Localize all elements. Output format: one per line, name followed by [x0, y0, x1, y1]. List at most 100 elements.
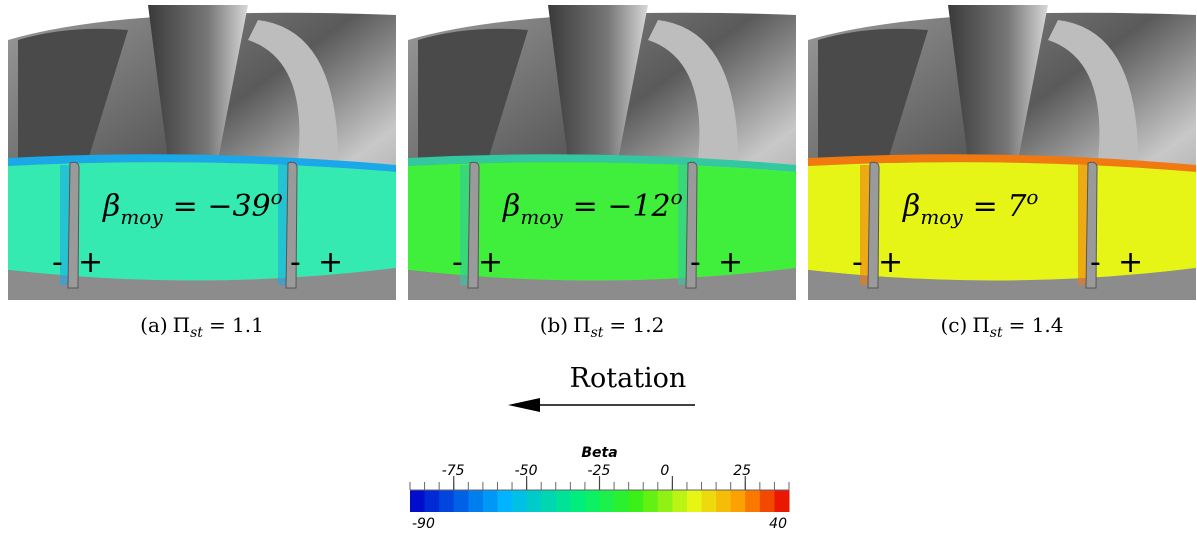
- annotation-value: = −39: [173, 189, 271, 224]
- colorbar-band: [555, 490, 571, 512]
- caption-subscript: st: [591, 325, 604, 341]
- blade-side-sign: -: [690, 245, 701, 280]
- colorbar-band: [570, 490, 586, 512]
- colorbar-band: [512, 490, 528, 512]
- flow-band: [408, 162, 796, 281]
- blade-side-sign: +: [1118, 245, 1143, 280]
- caption-subscript: st: [190, 325, 203, 341]
- annotation-subscript: moy: [120, 205, 163, 229]
- annotation-value: = 7: [973, 189, 1028, 224]
- colorbar-band: [584, 490, 600, 512]
- hub-rim: [408, 268, 796, 300]
- colorbar-band: [614, 490, 630, 512]
- impeller-blade: [548, 5, 648, 160]
- impeller-blade: [948, 5, 1048, 160]
- annotation-superscript: o: [671, 185, 683, 209]
- annotation: βmoy = −12o: [502, 185, 683, 229]
- panel: βmoy = 7o- + - +: [808, 0, 1196, 301]
- colorbar-tick-label: -50: [515, 463, 538, 479]
- caption-symbol: Π: [173, 313, 190, 337]
- annotation-symbol: β: [502, 189, 520, 224]
- impeller-blade: [148, 5, 248, 160]
- colorbar-band: [657, 490, 673, 512]
- shroud-edge: [408, 154, 796, 172]
- blade-side-sign: -: [52, 245, 63, 280]
- colorbar-band: [686, 490, 703, 512]
- blade-side-sign: +: [718, 245, 743, 280]
- blade-section: [285, 161, 298, 289]
- colorbar-band: [628, 490, 644, 512]
- colorbar-band: [759, 490, 775, 512]
- caption: (c) Πst = 1.4: [941, 313, 1064, 341]
- blade-side-sign: -: [1090, 245, 1101, 280]
- blade-side-sign: -: [290, 245, 301, 280]
- blade-section: [685, 161, 698, 289]
- impeller-blade: [418, 28, 528, 160]
- colorbar-band: [453, 490, 469, 512]
- colorbar-band: [643, 490, 659, 512]
- caption-subscript: st: [990, 325, 1003, 341]
- caption-value: = 1.4: [1009, 313, 1064, 337]
- colorbar-band: [541, 490, 557, 512]
- annotation-superscript: o: [1026, 185, 1038, 209]
- colorbar-band: [701, 490, 717, 512]
- annotation-superscript: o: [271, 185, 283, 209]
- caption-value: = 1.1: [209, 313, 264, 337]
- blade-side-sign: +: [318, 245, 343, 280]
- hub-rim: [8, 268, 396, 300]
- colorbar-tick-label: -75: [442, 463, 465, 479]
- hub-rim: [808, 268, 1196, 300]
- impeller-blade: [18, 28, 128, 160]
- blade-section: [467, 161, 480, 289]
- shroud-edge: [808, 154, 1196, 172]
- panel: βmoy = −39o- + - +: [8, 0, 396, 301]
- caption: (a) Πst = 1.1: [140, 313, 264, 341]
- shroud-edge: [8, 154, 396, 172]
- impeller-blade: [1048, 20, 1138, 160]
- blade-side-sign: -: [852, 245, 863, 280]
- blade-section: [67, 161, 80, 289]
- annotation: βmoy = −39o: [102, 185, 283, 229]
- colorbar-band: [730, 490, 746, 512]
- caption-value: = 1.2: [609, 313, 664, 337]
- blade-side-sign: +: [478, 245, 503, 280]
- impeller-blade: [648, 20, 738, 160]
- blade-section: [1085, 161, 1098, 289]
- impeller-blade: [248, 20, 338, 160]
- caption-symbol: Π: [573, 313, 590, 337]
- blade-side-sign: +: [878, 245, 903, 280]
- caption-label: (b): [540, 313, 568, 337]
- colorbar-band: [526, 490, 542, 512]
- rotation-label: Rotation: [570, 363, 687, 394]
- annotation-subscript: moy: [520, 205, 563, 229]
- caption: (b) Πst = 1.2: [540, 313, 665, 341]
- colorbar-band: [468, 490, 484, 512]
- annotation-value: = −12: [573, 189, 671, 224]
- colorbar-band: [424, 490, 440, 512]
- flow-band: [808, 162, 1196, 281]
- flow-band: [8, 162, 396, 281]
- panel: βmoy = −12o- + - +: [408, 0, 796, 301]
- blade-side-sign: -: [452, 245, 463, 280]
- rotation-arrowhead: [508, 398, 540, 412]
- colorbar-tick-label: -25: [588, 463, 611, 479]
- colorbar-tick-label: 0: [660, 463, 669, 479]
- colorbar-band: [599, 490, 615, 512]
- annotation-symbol: β: [902, 189, 920, 224]
- colorbar-band: [745, 490, 761, 512]
- colorbar-band: [716, 490, 732, 512]
- colorbar-title: Beta: [581, 445, 617, 461]
- colorbar-tick-label: 25: [733, 463, 751, 479]
- colorbar-band: [439, 490, 455, 512]
- annotation-subscript: moy: [920, 205, 963, 229]
- caption-symbol: Π: [972, 313, 989, 337]
- blade-section: [867, 161, 880, 289]
- caption-label: (c): [941, 313, 968, 337]
- colorbar-max-label: 40: [769, 516, 787, 532]
- colorbar-band: [672, 490, 688, 512]
- colorbar-band: [410, 490, 426, 512]
- colorbar-band: [497, 490, 513, 512]
- impeller-blade: [818, 28, 928, 160]
- caption-label: (a): [140, 313, 168, 337]
